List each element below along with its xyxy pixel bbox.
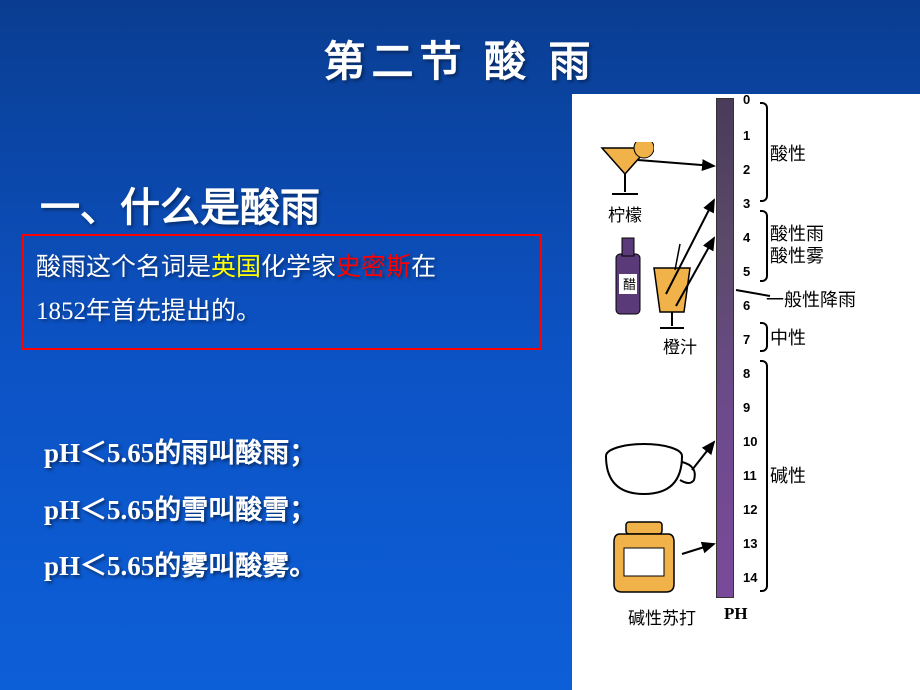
section-heading: 一、什么是酸雨: [40, 175, 320, 233]
item-orange: 醋 橙汁: [610, 234, 710, 358]
definition-box: 酸雨这个名词是英国化学家史密斯在 1852年首先提出的。: [22, 234, 542, 350]
def-highlight-name: 史密斯: [336, 254, 411, 281]
label-normal-rain: 一般性降雨: [766, 290, 856, 312]
bullet-1: pH＜5.65的雨叫酸雨；: [44, 425, 316, 482]
ph-tick-column: 01234567891011121314: [737, 94, 761, 604]
label-acid: 酸性: [770, 144, 806, 166]
label-alkaline: 碱性: [770, 466, 806, 488]
bullet-2: pH＜5.65的雪叫酸雪；: [44, 482, 316, 539]
item-lemon: 柠檬: [584, 142, 666, 226]
bottle-glass-icon: 醋: [610, 234, 710, 334]
def-text-3: 在: [411, 254, 436, 281]
bullet-list: pH＜5.65的雨叫酸雨； pH＜5.65的雪叫酸雪； pH＜5.65的雾叫酸雾…: [44, 425, 316, 595]
bracket-alkaline: [760, 360, 768, 592]
ph-tick-6: 6: [743, 298, 763, 313]
cocktail-icon: [596, 142, 654, 198]
item-bowl: [600, 436, 700, 511]
bowl-icon: [600, 436, 696, 506]
def-text-4: 1852年首先提出的。: [36, 298, 261, 325]
label-acid-rain-text: 酸性雨: [770, 224, 824, 246]
bracket-acidrain: [760, 210, 768, 282]
jar-icon: [608, 518, 684, 598]
item-jar: [608, 518, 698, 603]
def-highlight-country: 英国: [211, 254, 261, 281]
def-text-2: 化学家: [261, 254, 336, 281]
label-acid-fog-text: 酸性雾: [770, 246, 824, 268]
label-acid-rain: 酸性雨 酸性雾: [770, 224, 824, 267]
ph-scale-bar: [716, 98, 734, 598]
label-neutral: 中性: [770, 328, 806, 350]
bracket-neutral: [760, 322, 768, 352]
soda-label: 碱性苏打: [628, 604, 696, 629]
lemon-label: 柠檬: [584, 201, 666, 226]
def-text-1: 酸雨这个名词是: [36, 254, 211, 281]
page-title: 第二节 酸 雨: [0, 0, 920, 89]
bracket-acid: [760, 102, 768, 202]
ph-scale-diagram: 01234567891011121314 酸性 酸性雨 酸性雾 一般性降雨 中性…: [572, 94, 920, 690]
svg-text:醋: 醋: [623, 277, 636, 292]
ph-axis-label: PH: [724, 604, 748, 624]
bullet-3: pH＜5.65的雾叫酸雾。: [44, 538, 316, 595]
orange-label: 橙汁: [650, 333, 710, 358]
